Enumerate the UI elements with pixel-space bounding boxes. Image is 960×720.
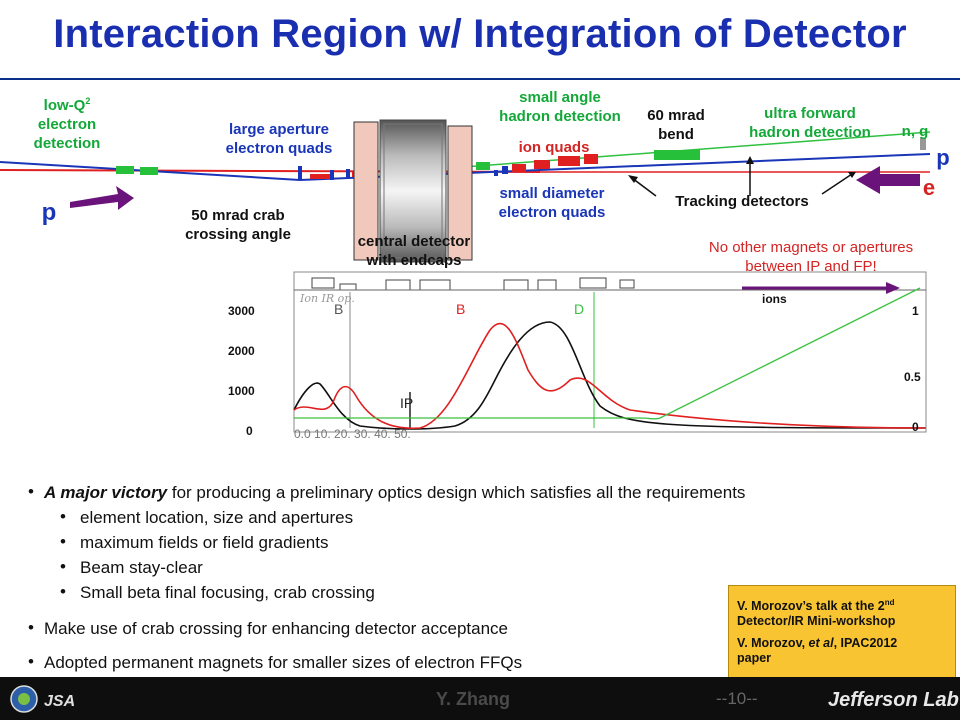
ytick-left-0: 0 bbox=[246, 424, 253, 438]
svg-text:IP: IP bbox=[400, 395, 413, 411]
sub-bullet-2: maximum fields or field gradients bbox=[80, 533, 329, 552]
svg-text:D: D bbox=[574, 301, 584, 317]
sub-bullet-dot: • bbox=[60, 507, 66, 526]
sub-bullet-4: Small beta final focusing, crab crossing bbox=[80, 583, 375, 602]
label-ultra-forward: ultra forward hadron detection bbox=[749, 105, 871, 141]
central-detector bbox=[379, 119, 447, 263]
label-crab: 50 mrad crab crossing angle bbox=[185, 207, 291, 243]
svg-text:0.0 10. 20. 30. 40.: 0.0 10. 20. 30. 40. 50. bbox=[294, 427, 411, 440]
electron-arrow-right bbox=[856, 166, 920, 194]
ytick-right-1: 1 bbox=[912, 304, 919, 318]
low-q2-magnet bbox=[140, 167, 158, 175]
svg-text:B: B bbox=[334, 301, 343, 317]
label-n-g: n, g bbox=[901, 123, 929, 140]
svg-text:B: B bbox=[456, 301, 465, 317]
label-ions: ions bbox=[762, 292, 787, 306]
reference-line-1: V. Morozov’s talk at the 2nd Detector/IR… bbox=[737, 598, 896, 629]
label-central: central detector with endcaps bbox=[357, 233, 471, 269]
optics-plot: Ion IR op. IP B B D 0.0 10. 20. 30. 40. … bbox=[293, 271, 927, 440]
endcap-left bbox=[353, 121, 379, 261]
ytick-right-0: 0 bbox=[912, 420, 919, 434]
bullet-main-1: A major victory for producing a prelimin… bbox=[44, 483, 746, 502]
ytick-left-3000: 3000 bbox=[228, 304, 255, 318]
bullet-dot: • bbox=[28, 482, 34, 501]
reference-line-2: V. Morozov, et al, IPAC2012 paper bbox=[737, 636, 898, 665]
slide-title: Interaction Region w/ Integration of Det… bbox=[53, 12, 907, 56]
footer-page-number: --10-- bbox=[716, 689, 758, 708]
svg-text:Ion IR op.: Ion IR op. bbox=[299, 292, 355, 305]
footer-author: Y. Zhang bbox=[436, 689, 511, 709]
bullet-main-3: Adopted permanent magnets for smaller si… bbox=[44, 653, 523, 672]
sub-bullet-1: element location, size and apertures bbox=[80, 508, 354, 527]
label-p-right: p bbox=[936, 145, 950, 170]
ytick-right-0.5: 0.5 bbox=[904, 370, 921, 384]
sub-bullet-dot: • bbox=[60, 557, 66, 576]
proton-arrow-left bbox=[70, 186, 134, 210]
label-60mrad: 60 mrad bend bbox=[647, 107, 705, 143]
doe-jsa-logo: JSA bbox=[10, 685, 75, 713]
label-ion-quads: ion quads bbox=[518, 139, 590, 156]
label-small-angle: small angle hadron detection bbox=[499, 89, 621, 125]
sub-bullet-dot: • bbox=[60, 582, 66, 601]
bullet-main-2: Make use of crab crossing for enhancing … bbox=[44, 619, 508, 638]
label-large-aperture: large aperture electron quads bbox=[225, 121, 333, 157]
low-q2-magnet bbox=[116, 166, 134, 174]
endcap-right bbox=[447, 125, 473, 261]
label-small-diameter: small diameter electron quads bbox=[498, 185, 606, 221]
sub-bullet-dot: • bbox=[60, 532, 66, 551]
sub-bullet-3: Beam stay-clear bbox=[80, 558, 203, 577]
label-tracking: Tracking detectors bbox=[675, 193, 809, 210]
jefferson-lab-logo: Jefferson Lab bbox=[828, 689, 959, 711]
svg-text:JSA: JSA bbox=[44, 693, 75, 710]
title-bar bbox=[0, 0, 960, 80]
label-no-other: No other magnets or apertures between IP … bbox=[708, 239, 914, 275]
bullet-dot: • bbox=[28, 652, 34, 671]
bullet-dot: • bbox=[28, 618, 34, 637]
label-low-q2: low-Q2 electron detection bbox=[33, 96, 101, 152]
label-e-right: e bbox=[922, 175, 936, 200]
beamline-diagram bbox=[0, 119, 931, 263]
reference-box: V. Morozov’s talk at the 2nd Detector/IR… bbox=[728, 585, 956, 679]
footer-bar bbox=[0, 677, 960, 720]
ytick-left-2000: 2000 bbox=[228, 344, 255, 358]
bend-dipole bbox=[654, 150, 700, 160]
ytick-left-1000: 1000 bbox=[228, 384, 255, 398]
label-p-left: p bbox=[41, 199, 57, 226]
